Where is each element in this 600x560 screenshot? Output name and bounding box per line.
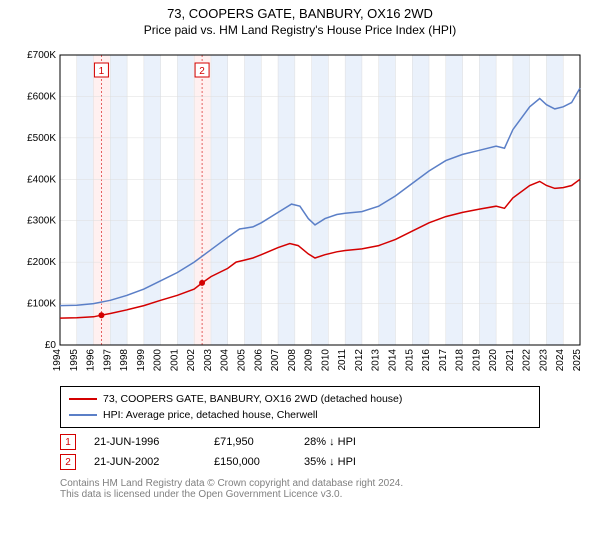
svg-text:1999: 1999 (136, 349, 147, 372)
tx-diff: 28% ↓ HPI (304, 436, 394, 448)
legend-item: 73, COOPERS GATE, BANBURY, OX16 2WD (det… (69, 391, 531, 407)
svg-text:2022: 2022 (522, 349, 533, 372)
svg-text:2012: 2012 (354, 349, 365, 372)
svg-text:1996: 1996 (86, 349, 97, 372)
footer: Contains HM Land Registry data © Crown c… (60, 478, 540, 500)
footer-line: This data is licensed under the Open Gov… (60, 489, 540, 500)
transaction-table: 1 21-JUN-1996 £71,950 28% ↓ HPI 2 21-JUN… (60, 432, 540, 472)
svg-text:2014: 2014 (387, 349, 398, 372)
chart-svg: £0£100K£200K£300K£400K£500K£600K£700K199… (10, 45, 590, 375)
svg-text:2019: 2019 (471, 349, 482, 372)
tx-marker-box: 2 (60, 454, 76, 470)
legend-swatch (69, 414, 97, 416)
svg-text:2011: 2011 (337, 349, 348, 371)
footer-line: Contains HM Land Registry data © Crown c… (60, 478, 540, 489)
svg-text:2018: 2018 (455, 349, 466, 372)
svg-text:£700K: £700K (27, 50, 56, 61)
table-row: 1 21-JUN-1996 £71,950 28% ↓ HPI (60, 432, 540, 452)
title-block: 73, COOPERS GATE, BANBURY, OX16 2WD Pric… (0, 0, 600, 37)
svg-text:2006: 2006 (253, 349, 264, 372)
title-address: 73, COOPERS GATE, BANBURY, OX16 2WD (0, 6, 600, 21)
tx-marker-box: 1 (60, 434, 76, 450)
svg-text:1995: 1995 (69, 349, 80, 372)
tx-price: £150,000 (214, 456, 304, 468)
svg-text:2007: 2007 (270, 349, 281, 372)
chart-container: 73, COOPERS GATE, BANBURY, OX16 2WD Pric… (0, 0, 600, 560)
svg-text:2024: 2024 (555, 349, 566, 372)
tx-diff: 35% ↓ HPI (304, 456, 394, 468)
svg-text:2021: 2021 (505, 349, 516, 372)
legend-item: HPI: Average price, detached house, Cher… (69, 407, 531, 423)
svg-text:2009: 2009 (304, 349, 315, 372)
svg-text:2020: 2020 (488, 349, 499, 372)
svg-text:£500K: £500K (27, 133, 56, 144)
tx-date: 21-JUN-1996 (94, 436, 214, 448)
svg-text:1998: 1998 (119, 349, 130, 372)
legend-label: 73, COOPERS GATE, BANBURY, OX16 2WD (det… (103, 393, 402, 405)
svg-text:£200K: £200K (27, 257, 56, 268)
svg-text:2016: 2016 (421, 349, 432, 372)
tx-price: £71,950 (214, 436, 304, 448)
svg-text:2010: 2010 (320, 349, 331, 372)
svg-text:2000: 2000 (153, 349, 164, 372)
svg-text:2002: 2002 (186, 349, 197, 372)
svg-text:2: 2 (199, 66, 205, 77)
table-row: 2 21-JUN-2002 £150,000 35% ↓ HPI (60, 452, 540, 472)
svg-text:2004: 2004 (220, 349, 231, 372)
svg-text:1994: 1994 (52, 349, 63, 372)
legend: 73, COOPERS GATE, BANBURY, OX16 2WD (det… (60, 386, 540, 428)
svg-text:1997: 1997 (102, 349, 113, 372)
svg-text:2015: 2015 (404, 349, 415, 372)
svg-text:2013: 2013 (371, 349, 382, 372)
svg-text:£600K: £600K (27, 91, 56, 102)
chart-area: £0£100K£200K£300K£400K£500K£600K£700K199… (10, 45, 590, 380)
svg-text:2017: 2017 (438, 349, 449, 372)
svg-text:2005: 2005 (237, 349, 248, 372)
legend-label: HPI: Average price, detached house, Cher… (103, 409, 318, 421)
svg-text:£300K: £300K (27, 216, 56, 227)
tx-date: 21-JUN-2002 (94, 456, 214, 468)
svg-text:2025: 2025 (572, 349, 583, 372)
svg-text:2008: 2008 (287, 349, 298, 372)
svg-text:2023: 2023 (538, 349, 549, 372)
legend-swatch (69, 398, 97, 400)
svg-text:1: 1 (99, 66, 105, 77)
svg-text:£100K: £100K (27, 299, 56, 310)
svg-text:2003: 2003 (203, 349, 214, 372)
title-subtitle: Price paid vs. HM Land Registry's House … (0, 23, 600, 37)
svg-text:2001: 2001 (169, 349, 180, 372)
svg-text:£400K: £400K (27, 174, 56, 185)
